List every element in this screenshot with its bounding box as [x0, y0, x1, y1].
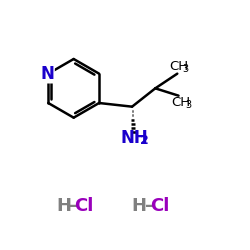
- Text: H: H: [132, 197, 147, 215]
- Text: N: N: [40, 65, 54, 83]
- Text: –: –: [69, 197, 78, 215]
- Text: 2: 2: [140, 134, 149, 147]
- Text: Cl: Cl: [150, 197, 170, 215]
- Text: CH: CH: [169, 60, 188, 73]
- Text: 3: 3: [183, 64, 189, 74]
- Text: Cl: Cl: [74, 197, 94, 215]
- Text: NH: NH: [121, 129, 148, 147]
- Text: H: H: [56, 197, 71, 215]
- Text: –: –: [145, 197, 154, 215]
- Text: 3: 3: [185, 100, 191, 110]
- Text: CH: CH: [172, 96, 190, 110]
